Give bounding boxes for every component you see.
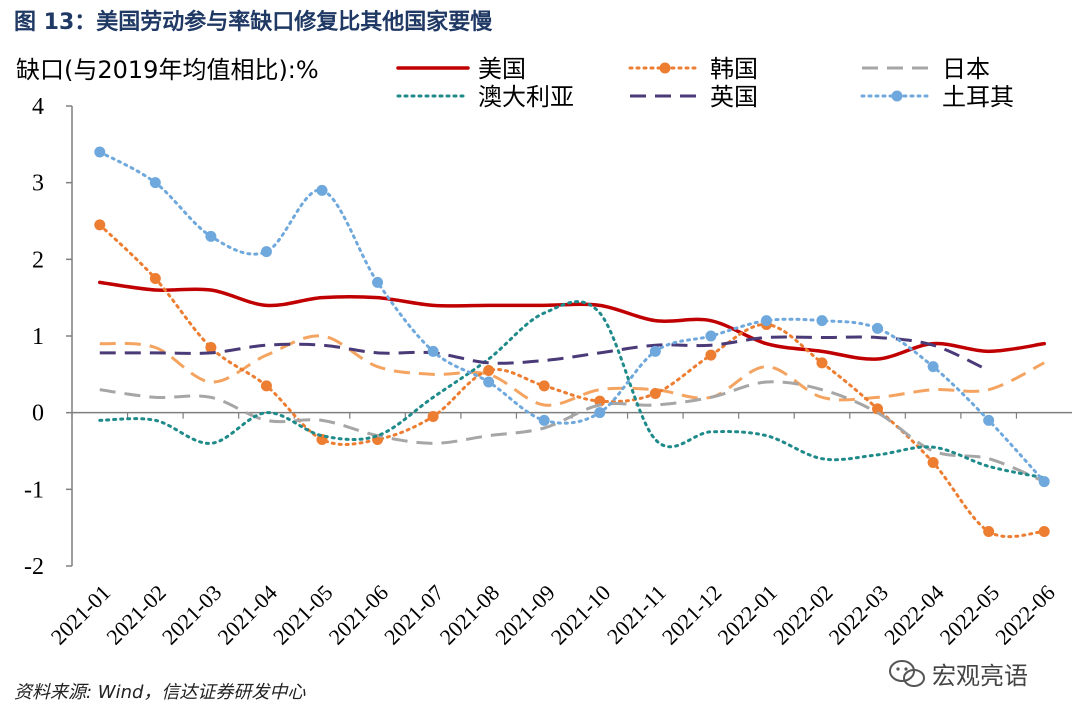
chart-plot-area bbox=[94, 146, 1050, 539]
wechat-icon bbox=[889, 659, 925, 687]
data-point-marker bbox=[872, 403, 884, 415]
x-tick-label: 2021-08 bbox=[435, 580, 505, 650]
data-point-marker bbox=[427, 345, 439, 357]
x-tick-label: 2021-06 bbox=[324, 580, 394, 650]
series-line-unlabeled bbox=[99, 334, 1045, 407]
x-tick-label: 2022-02 bbox=[768, 580, 838, 650]
x-tick-label: 2021-10 bbox=[546, 580, 616, 650]
data-point-marker bbox=[427, 411, 439, 422]
data-point-marker bbox=[205, 230, 217, 242]
data-point-marker bbox=[538, 380, 550, 392]
data-point-marker bbox=[1038, 476, 1050, 488]
y-tick-label: 0 bbox=[32, 401, 44, 427]
figure-title: 图 13：美国劳动参与率缺口修复比其他国家要慢 bbox=[14, 10, 493, 35]
legend-label: 韩国 bbox=[710, 55, 758, 83]
data-point-marker bbox=[94, 219, 106, 231]
data-point-marker bbox=[149, 177, 161, 189]
legend-label: 英国 bbox=[710, 83, 758, 111]
y-tick-label: -2 bbox=[24, 554, 44, 580]
data-point-marker bbox=[927, 361, 939, 373]
legend-marker bbox=[659, 62, 671, 74]
chart-axes: -2-1012342021-012021-022021-032021-04202… bbox=[24, 94, 1072, 649]
legend-label: 日本 bbox=[942, 55, 990, 83]
data-point-marker bbox=[1038, 526, 1050, 537]
legend-marker bbox=[891, 90, 903, 102]
x-tick-label: 2021-09 bbox=[490, 580, 560, 650]
legend-label: 土耳其 bbox=[942, 83, 1014, 111]
series-line-0 bbox=[98, 280, 1046, 361]
data-point-marker bbox=[927, 457, 939, 468]
data-point-marker bbox=[94, 146, 106, 158]
x-tick-label: 2021-07 bbox=[379, 580, 449, 650]
data-point-marker bbox=[983, 526, 995, 537]
x-tick-label: 2022-04 bbox=[879, 580, 949, 650]
data-point-marker bbox=[372, 276, 384, 288]
x-tick-label: 2021-05 bbox=[268, 580, 338, 650]
data-point-marker bbox=[483, 365, 495, 376]
x-tick-label: 2022-05 bbox=[935, 580, 1005, 650]
data-point-marker bbox=[705, 330, 717, 342]
data-point-marker bbox=[538, 414, 550, 426]
x-tick-label: 2021-11 bbox=[602, 580, 671, 649]
data-point-marker bbox=[483, 376, 495, 388]
data-point-marker bbox=[149, 273, 161, 284]
data-point-marker bbox=[872, 322, 884, 334]
data-point-marker bbox=[260, 246, 272, 258]
y-tick-label: -1 bbox=[24, 477, 44, 503]
x-tick-label: 2022-06 bbox=[990, 580, 1060, 650]
x-tick-label: 2021-04 bbox=[212, 580, 282, 650]
watermark-text: 宏观亮语 bbox=[932, 662, 1028, 690]
data-point-marker bbox=[760, 315, 772, 327]
data-point-marker bbox=[260, 380, 272, 392]
y-tick-label: 4 bbox=[32, 94, 44, 120]
series-line-4 bbox=[99, 335, 990, 372]
data-point-marker bbox=[205, 342, 217, 353]
y-tick-label: 1 bbox=[32, 324, 44, 350]
x-tick-label: 2021-02 bbox=[101, 580, 171, 650]
x-tick-label: 2021-03 bbox=[157, 580, 227, 650]
legend-label: 美国 bbox=[478, 55, 526, 83]
legend-label: 澳大利亚 bbox=[478, 83, 574, 111]
data-point-marker bbox=[594, 407, 606, 419]
watermark: 宏观亮语 bbox=[888, 656, 1028, 691]
series-line-2 bbox=[99, 380, 1045, 484]
y-axis-unit-label: 缺口(与2019年均值相比):% bbox=[16, 56, 319, 84]
source-note: 资料来源: Wind，信达证券研发中心 bbox=[14, 682, 306, 703]
x-tick-label: 2021-12 bbox=[657, 580, 727, 650]
series-line-1 bbox=[98, 223, 1046, 539]
series-line-3 bbox=[98, 300, 1046, 480]
data-point-marker bbox=[649, 345, 661, 357]
y-tick-label: 3 bbox=[32, 171, 44, 197]
x-tick-label: 2022-01 bbox=[712, 580, 782, 650]
y-tick-label: 2 bbox=[32, 247, 44, 273]
data-point-marker bbox=[816, 357, 828, 369]
data-point-marker bbox=[983, 414, 995, 426]
x-tick-label: 2021-01 bbox=[46, 580, 116, 650]
data-point-marker bbox=[649, 388, 661, 399]
x-tick-label: 2022-03 bbox=[824, 580, 894, 650]
data-point-marker bbox=[816, 315, 828, 327]
data-point-marker bbox=[316, 184, 328, 196]
data-point-marker bbox=[594, 395, 606, 407]
series-line-5 bbox=[98, 150, 1046, 484]
data-point-marker bbox=[705, 349, 717, 361]
